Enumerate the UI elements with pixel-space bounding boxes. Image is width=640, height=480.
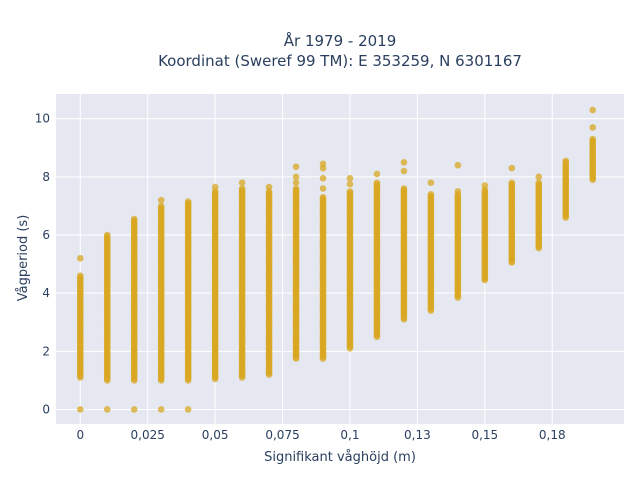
data-point (454, 161, 462, 169)
y-tick-label: 4 (42, 286, 50, 300)
data-point (481, 182, 489, 189)
data-point (319, 185, 327, 192)
data-point (373, 179, 381, 186)
y-tick-label: 2 (42, 344, 50, 358)
y-tick-label: 10 (35, 112, 50, 126)
data-point (130, 215, 138, 223)
data-point (103, 231, 111, 239)
data-point (319, 175, 327, 182)
data-point (589, 106, 597, 114)
data-point (130, 406, 138, 413)
data-point (589, 135, 597, 143)
data-point (157, 196, 165, 204)
y-axis-title: Vågperiod (s) (16, 215, 31, 302)
chart-title-line1: År 1979 - 2019 (284, 31, 397, 50)
data-point (76, 406, 84, 413)
data-point (346, 175, 354, 182)
data-point (400, 167, 408, 175)
x-tick-label: 0,025 (131, 428, 165, 442)
x-tick-label: 0,13 (404, 428, 431, 442)
data-point (292, 173, 300, 181)
data-point (76, 254, 84, 262)
data-point (238, 179, 246, 186)
data-point (535, 179, 543, 186)
data-points (76, 106, 597, 413)
data-point (103, 406, 111, 413)
data-point (454, 188, 462, 195)
data-point (427, 179, 435, 186)
x-tick-label: 0,15 (471, 428, 498, 442)
data-point (400, 159, 408, 166)
data-point (319, 193, 327, 201)
data-point (535, 173, 543, 181)
data-point (76, 272, 84, 280)
data-point (319, 160, 327, 168)
y-axis-ticks: 0 2 4 6 8 10 (35, 112, 50, 417)
data-point (292, 185, 300, 192)
x-tick-label: 0,1 (340, 428, 359, 442)
data-point (562, 157, 570, 165)
x-axis-title: Signifikant våghöjd (m) (264, 450, 416, 465)
data-point (292, 163, 300, 170)
data-point (265, 183, 273, 191)
data-point (292, 179, 300, 186)
data-point (184, 406, 192, 413)
x-tick-label: 0,05 (202, 428, 229, 442)
data-point (508, 164, 516, 172)
data-point (157, 202, 165, 210)
y-tick-label: 6 (42, 228, 50, 242)
data-point (508, 179, 516, 186)
data-point (346, 180, 354, 188)
y-tick-label: 8 (42, 170, 50, 184)
y-tick-label: 0 (42, 402, 50, 416)
plot-background (56, 94, 624, 424)
chart-title-line2: Koordinat (Sweref 99 TM): E 353259, N 63… (158, 52, 522, 70)
x-tick-label: 0,18 (539, 428, 566, 442)
grid-lines (56, 94, 624, 424)
data-point (211, 183, 219, 191)
x-tick-label: 0,075 (265, 428, 299, 442)
data-point (184, 198, 192, 205)
x-tick-label: 0 (76, 428, 84, 442)
data-point (400, 185, 408, 192)
data-point (238, 185, 246, 192)
x-axis-ticks: 0 0,025 0,05 0,075 0,1 0,13 0,15 0,18 (76, 428, 565, 442)
data-point (427, 191, 435, 198)
data-point (157, 406, 165, 413)
data-point (589, 124, 597, 131)
data-point (373, 170, 381, 178)
data-point (346, 188, 354, 195)
